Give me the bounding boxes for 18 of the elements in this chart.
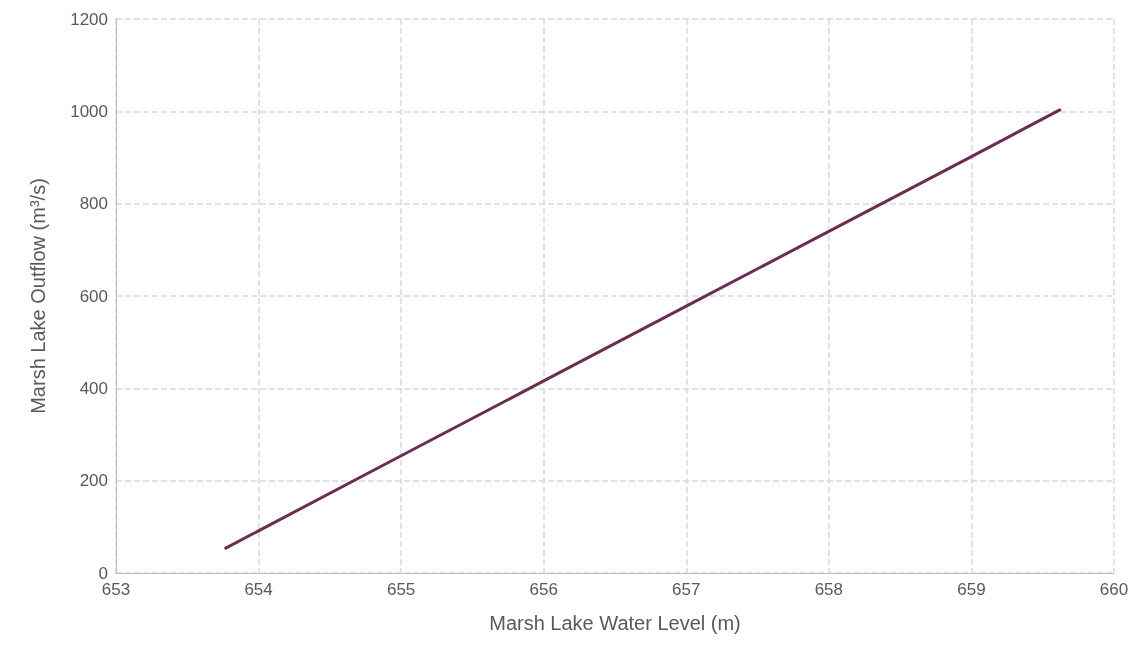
y-tick-label: 1200 — [70, 9, 108, 29]
y-axis-title: Marsh Lake Outflow (m³/s) — [27, 178, 49, 414]
x-tick-label: 658 — [814, 580, 844, 599]
x-tick-label: 660 — [1099, 580, 1129, 599]
y-tick-label: 0 — [98, 563, 108, 583]
x-tick-label: 655 — [386, 580, 416, 599]
y-tick-label: 800 — [79, 194, 108, 214]
x-tick-label: 656 — [529, 580, 558, 599]
x-tick-label: 659 — [957, 580, 986, 599]
y-tick-label: 600 — [79, 286, 108, 306]
x-tick-label: 657 — [672, 580, 701, 599]
x-tick-label: 653 — [101, 580, 131, 599]
x-tick-label: 654 — [244, 580, 273, 599]
y-tick-label: 1000 — [70, 101, 108, 121]
y-tick-label: 400 — [79, 378, 108, 398]
line-series — [224, 108, 1062, 550]
x-axis-title: Marsh Lake Water Level (m) — [489, 612, 741, 634]
y-tick-label: 200 — [79, 471, 108, 491]
